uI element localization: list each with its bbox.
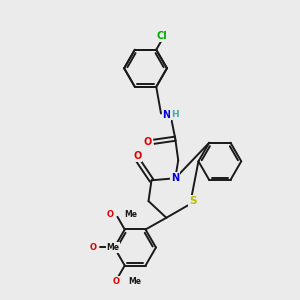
Text: O: O	[144, 137, 152, 147]
Text: O: O	[89, 243, 96, 252]
Text: S: S	[189, 196, 196, 206]
Text: Me: Me	[106, 243, 119, 252]
Text: Me: Me	[128, 277, 141, 286]
Text: Me: Me	[124, 210, 137, 219]
Text: O: O	[107, 210, 114, 219]
Text: N: N	[171, 173, 179, 183]
Text: H: H	[171, 110, 178, 119]
Text: O: O	[112, 277, 119, 286]
Text: N: N	[162, 110, 170, 120]
Text: O: O	[133, 151, 141, 161]
Text: Cl: Cl	[157, 31, 167, 41]
